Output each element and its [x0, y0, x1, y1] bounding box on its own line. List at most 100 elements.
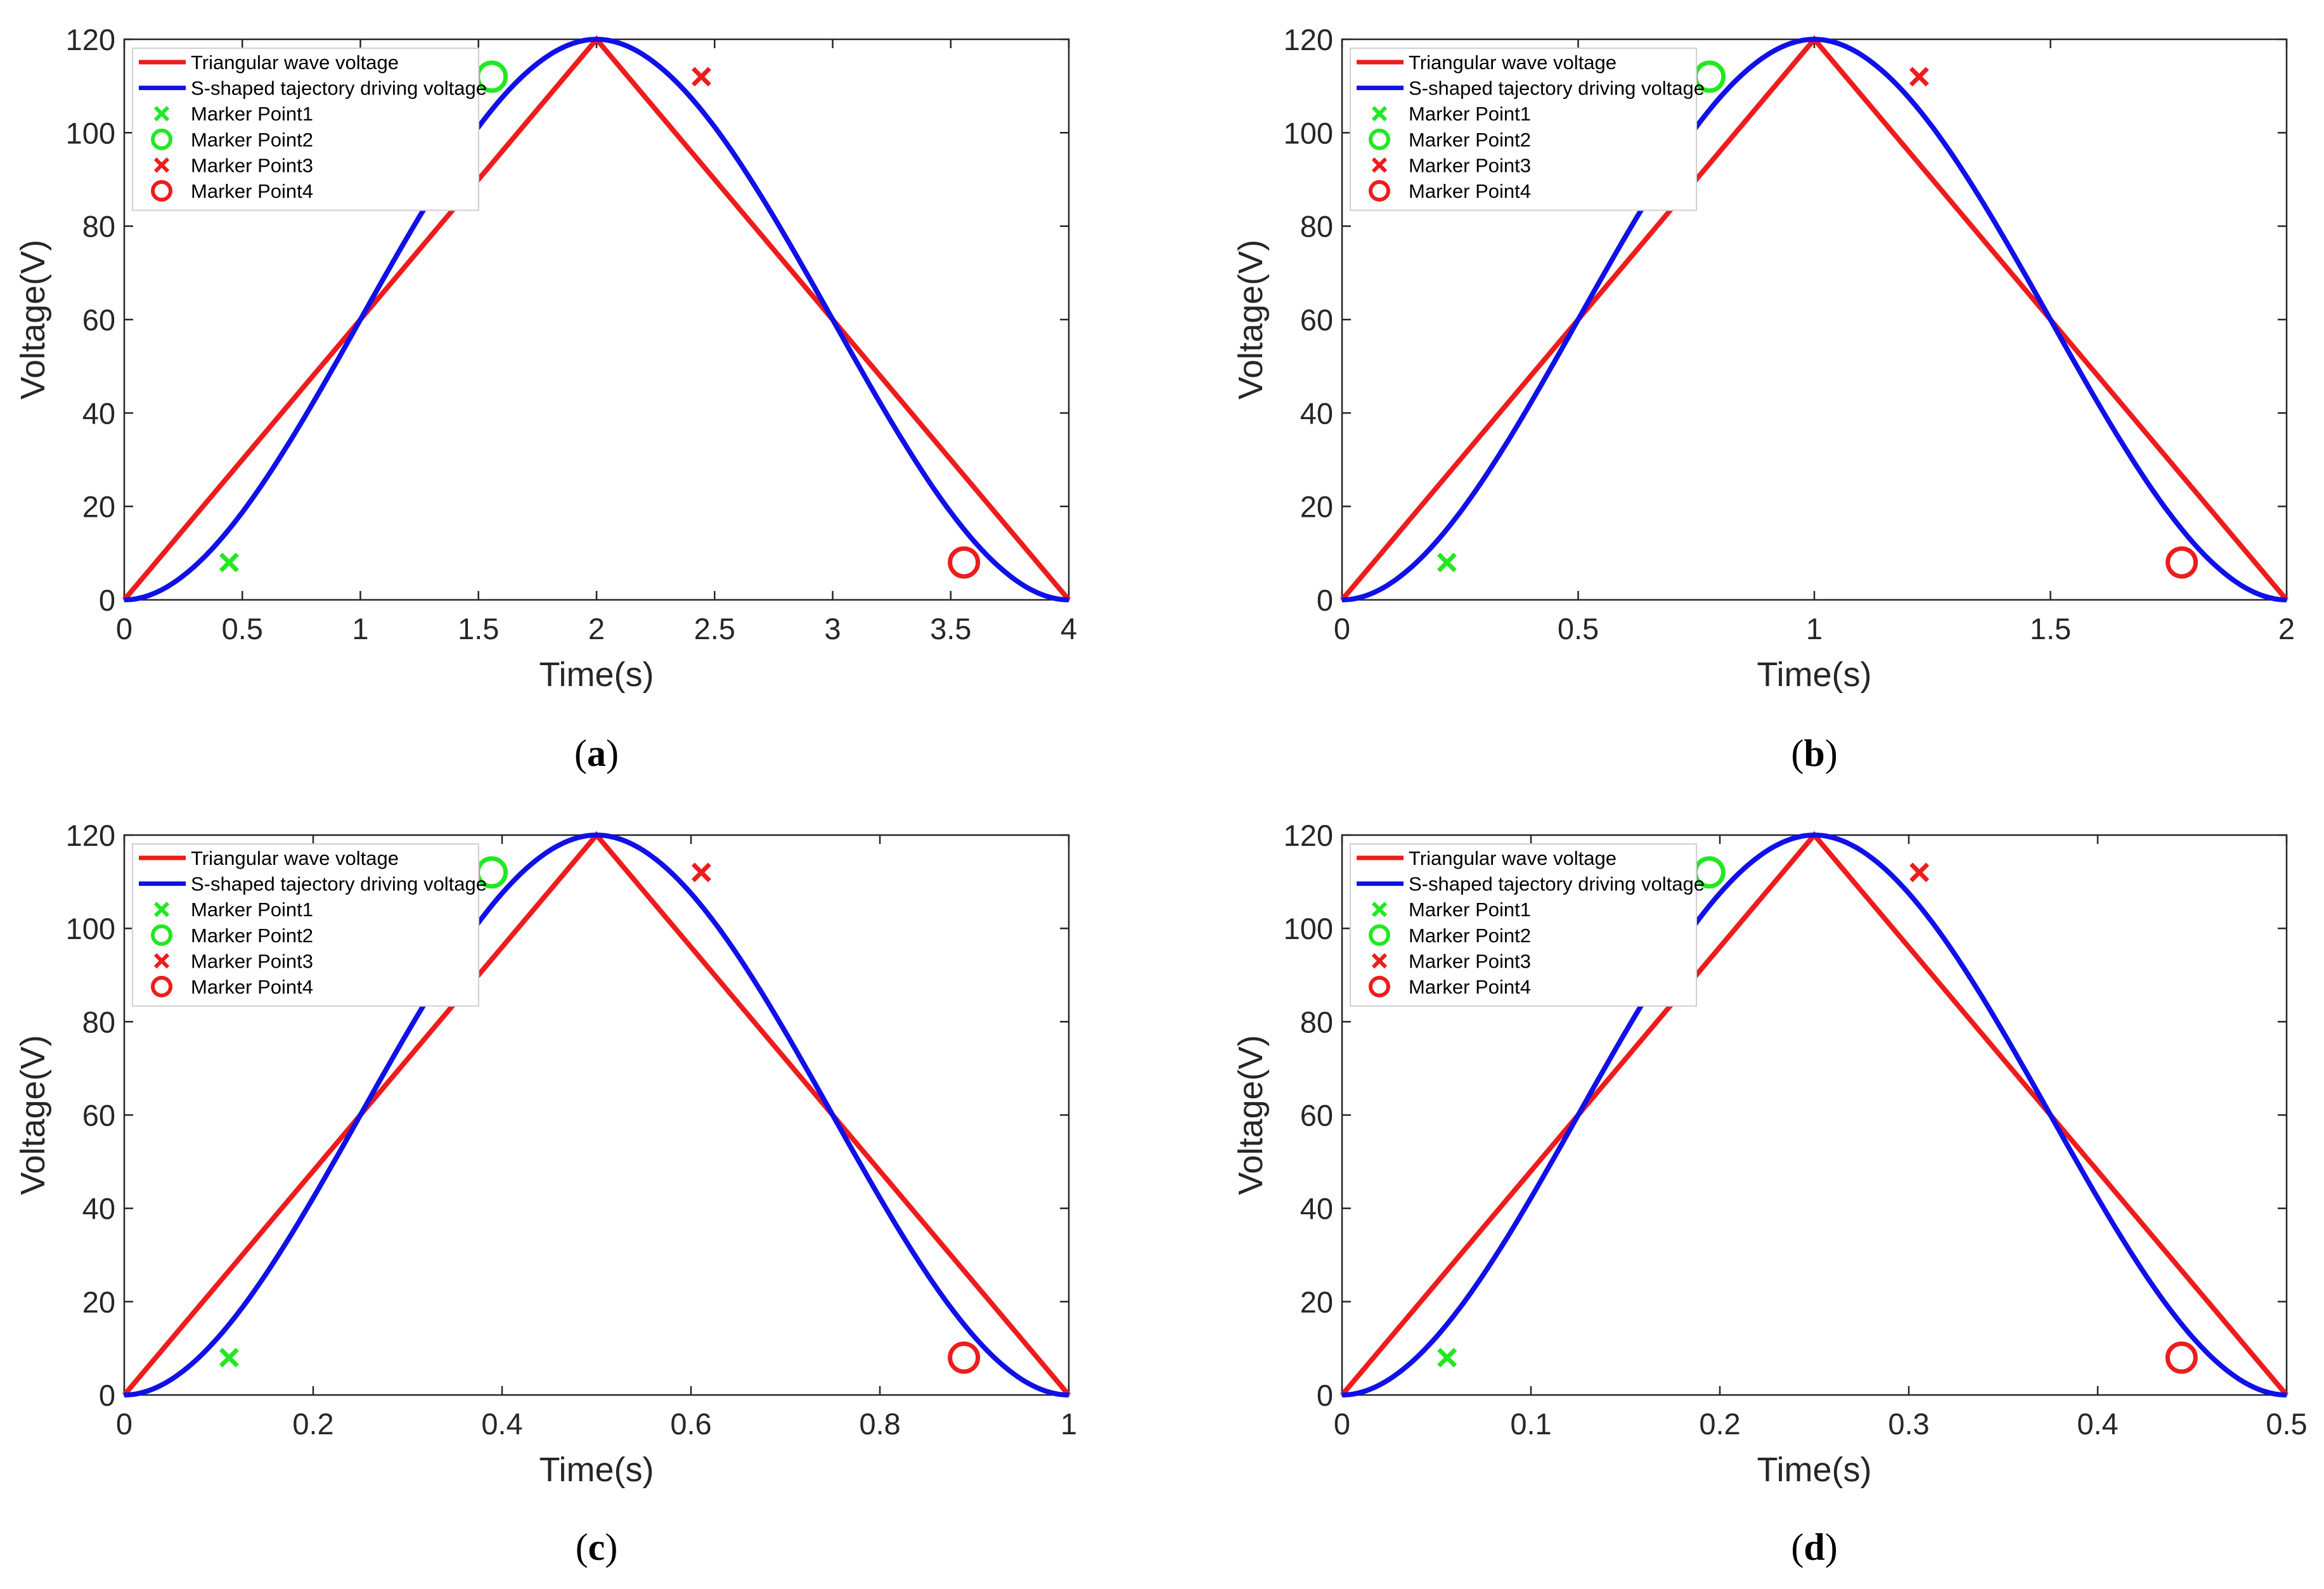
marker-point-1 [219, 552, 239, 573]
legend-swatch-6 [1369, 180, 1390, 202]
marker-point-4 [948, 546, 981, 579]
y-tick-label: 60 [1300, 303, 1333, 337]
marker-point-1-stroke-b [219, 1347, 239, 1368]
x-tick-label: 0.4 [481, 1407, 522, 1441]
x-axis-label: Time(s) [539, 1451, 654, 1489]
y-tick-label: 80 [1300, 210, 1333, 243]
x-tick-label: 1.5 [458, 612, 499, 645]
legend-label-1: Triangular wave voltage [191, 51, 399, 74]
y-tick-label: 40 [1300, 396, 1333, 430]
legend-swatch-3-stroke-b [153, 902, 170, 918]
legend-swatch-5 [1371, 157, 1388, 173]
x-tick-label: 0.6 [670, 1407, 711, 1441]
x-tick-label: 0.3 [1888, 1407, 1929, 1441]
marker-point-3-stroke-b [1909, 862, 1930, 883]
series-line-s-shaped [1341, 37, 2287, 602]
y-tick-label: 0 [1317, 1378, 1333, 1412]
y-tick-label: 100 [1284, 116, 1333, 150]
x-tick-label: 3 [824, 612, 841, 645]
legend-swatch-6 [151, 180, 172, 202]
caption-letter: a [587, 732, 606, 774]
y-axis-label: Voltage(V) [14, 240, 52, 399]
caption-close-paren: ) [1825, 1526, 1838, 1568]
x-tick-label: 1 [1806, 612, 1823, 645]
chart-panel-d: 0 0.1 0.2 0.3 0.4 0.5 0 20 40 60 80 100 120 Time(s) Vo… [1232, 819, 2308, 1568]
y-tick-label: 60 [82, 1099, 115, 1132]
marker-point-3-stroke-b [691, 67, 711, 87]
legend-label-3: Marker Point1 [1409, 103, 1531, 125]
x-tick-label: 2.5 [694, 612, 735, 645]
legend-swatch-5-stroke-b [153, 953, 170, 969]
x-tick-label: 0 [1334, 1407, 1350, 1441]
marker-point-1 [1437, 1347, 1457, 1368]
y-axis-label: Voltage(V) [1232, 240, 1270, 399]
legend-swatch-4 [151, 924, 172, 946]
y-tick-label: 120 [66, 23, 115, 56]
legend-label-6: Marker Point4 [191, 180, 313, 202]
panel-caption: (c) [576, 1526, 618, 1568]
legend-swatch-5 [153, 953, 170, 969]
x-tick-label: 3.5 [930, 612, 971, 645]
marker-point-3 [1909, 67, 1929, 87]
legend-box [132, 843, 479, 1007]
legend-label-5: Marker Point3 [1409, 950, 1531, 972]
y-tick-label: 40 [82, 396, 115, 430]
x-tick-label: 0.5 [2266, 1407, 2307, 1441]
x-tick-label: 0.5 [1558, 612, 1599, 645]
legend-swatch-5 [1371, 953, 1388, 969]
y-tick-label: 120 [66, 819, 115, 852]
legend-swatch-5-stroke-b [153, 157, 170, 173]
y-tick-label: 0 [99, 583, 115, 617]
legend-label-5: Marker Point3 [1409, 154, 1531, 176]
y-tick-label: 60 [1300, 1099, 1333, 1132]
x-tick-label: 0.4 [2077, 1407, 2118, 1441]
marker-point-1-stroke-b [219, 552, 239, 573]
y-tick-label: 80 [82, 1005, 115, 1039]
legend-swatch-3-stroke-b [153, 106, 170, 122]
panel-caption: (a) [574, 732, 619, 774]
x-tick-label: 0.2 [1699, 1407, 1740, 1441]
x-tick-label: 2 [2278, 612, 2295, 645]
caption-close-paren: ) [605, 1526, 617, 1568]
legend-label-3: Marker Point1 [191, 103, 313, 125]
caption-close-paren: ) [1825, 732, 1838, 774]
caption-open-paren: ( [574, 732, 587, 774]
legend-label-2: S-shaped tajectory driving voltage [1409, 873, 1705, 895]
x-axis-label: Time(s) [1757, 656, 1872, 694]
y-tick-label: 120 [1284, 23, 1333, 56]
caption-open-paren: ( [1791, 732, 1804, 774]
x-tick-label: 0.8 [859, 1407, 900, 1441]
x-tick-label: 0 [116, 612, 132, 645]
x-axis-label: Time(s) [539, 656, 654, 694]
legend-label-1: Triangular wave voltage [1409, 847, 1617, 869]
x-tick-label: 4 [1061, 612, 1077, 645]
marker-point-1-stroke-b [1437, 1347, 1457, 1368]
marker-point-3 [691, 67, 711, 87]
x-axis-label: Time(s) [1757, 1451, 1872, 1489]
x-tick-label: 0.2 [292, 1407, 333, 1441]
legend-swatch-3 [153, 106, 170, 122]
legend-swatch-6 [151, 976, 172, 997]
x-tick-label: 1.5 [2030, 612, 2071, 645]
x-tick-label: 2 [588, 612, 605, 645]
marker-point-1-stroke-b [1436, 552, 1457, 573]
legend: Triangular wave voltage S-shaped tajector… [1350, 48, 1705, 211]
legend-label-5: Marker Point3 [191, 950, 313, 972]
legend-swatch-4 [1369, 128, 1390, 150]
marker-point-4 [2165, 1341, 2198, 1374]
legend-swatch-5 [153, 157, 170, 173]
legend-label-1: Triangular wave voltage [191, 847, 399, 869]
legend-swatch-3 [1371, 106, 1388, 122]
legend-label-6: Marker Point4 [1409, 180, 1531, 202]
legend-label-3: Marker Point1 [191, 898, 313, 921]
y-tick-label: 80 [82, 210, 115, 243]
legend-swatch-5-stroke-b [1371, 953, 1388, 969]
x-tick-label: 0 [116, 1407, 132, 1441]
legend-box [132, 48, 479, 211]
chart-panel-a: 0 0.5 1 1.5 2 2.5 3 3.5 4020406080100120Time(s)V… [14, 23, 1077, 774]
x-tick-label: 0.5 [222, 612, 263, 645]
legend-swatch-6 [1369, 976, 1390, 997]
y-tick-label: 20 [1300, 1285, 1333, 1319]
legend-box [1350, 843, 1697, 1007]
